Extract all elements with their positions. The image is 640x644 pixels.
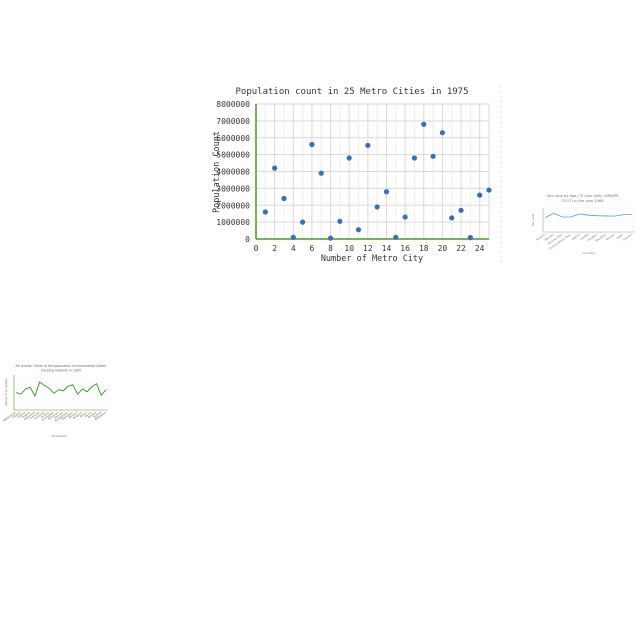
air-quality-thumbnail-chart: Air quality: Share of the population env… xyxy=(2,364,108,438)
x-tick-label: 12 xyxy=(363,244,373,253)
thumb2-title-line2: tracking network in 1995 xyxy=(41,369,81,373)
thumb2-x-tick-label: Armenia xyxy=(29,410,41,420)
thumb-x-tick-label: Hungary xyxy=(586,232,598,242)
y-tick-label: 4000000 xyxy=(216,168,250,177)
data-point xyxy=(486,187,492,193)
thumb-x-tick-label: Belarus xyxy=(535,232,546,241)
y-tick-label: 3000000 xyxy=(216,184,250,193)
thumb-series-line xyxy=(544,212,633,218)
x-tick-label: 8 xyxy=(328,244,333,253)
thumb-title-line2: 2017) in the year 1966 xyxy=(562,199,604,203)
data-point xyxy=(430,153,436,159)
y-tick-label: 8000000 xyxy=(216,100,250,109)
data-point xyxy=(337,218,343,224)
y-tick-label: 5000000 xyxy=(216,151,250,160)
data-point xyxy=(309,141,315,148)
thumb-x-tick-label: Mauritius xyxy=(594,232,607,243)
thumb-x-tick-label: Sweden xyxy=(622,232,633,241)
data-point xyxy=(402,214,408,220)
data-point xyxy=(374,204,380,210)
y-tick-label: 6000000 xyxy=(216,134,250,143)
thumb2-x-tick-label: Angola xyxy=(21,410,31,419)
thumb-x-axis-label: Country xyxy=(583,251,595,255)
x-tick-label: 14 xyxy=(382,244,392,253)
y-tick-label: 0 xyxy=(245,235,250,244)
thumb2-x-tick-label: Benin xyxy=(84,410,93,418)
data-point xyxy=(355,227,362,233)
data-point xyxy=(272,165,278,171)
x-axis-label: Number of Metro City xyxy=(321,254,423,264)
thumb-title-line1: Sex ratio by age (70 year olds) (UNWPP, xyxy=(547,194,619,198)
thumb2-title-line1: Air quality: Share of the population env… xyxy=(16,364,107,368)
thumb-x-tick-label: Qatar xyxy=(616,232,625,240)
thumb2-x-tick-label: Austria xyxy=(40,410,50,419)
data-point xyxy=(411,155,418,161)
thumb2-x-axis-label: Countries xyxy=(52,434,67,438)
sex-ratio-thumbnail-chart: Sex ratio by age (70 year olds) (UNWPP,2… xyxy=(531,194,635,255)
thumb2-x-tick-label: Albania xyxy=(11,410,22,419)
x-tick-label: 20 xyxy=(438,244,448,253)
thumb2-x-tick-label: Bahrain xyxy=(53,410,64,419)
thumb2-x-tick-label: Bhutan xyxy=(87,410,97,419)
data-point xyxy=(300,219,306,225)
data-point xyxy=(449,215,455,221)
y-tick-label: 1000000 xyxy=(216,218,250,227)
x-tick-label: 16 xyxy=(400,244,410,253)
x-tick-label: 10 xyxy=(344,244,354,253)
data-point xyxy=(365,142,371,148)
thumb2-x-tick-label: Bolivia xyxy=(92,410,102,418)
data-point xyxy=(383,189,390,195)
y-tick-label: 7000000 xyxy=(216,117,250,126)
data-point xyxy=(346,155,352,161)
data-point xyxy=(439,130,445,136)
thumb2-x-tick-label: Belize xyxy=(79,410,88,418)
thumb2-x-tick-label: Bahamas xyxy=(47,410,60,421)
y-axis-label: Population Count xyxy=(212,131,222,213)
x-tick-label: 4 xyxy=(291,244,296,253)
data-point xyxy=(477,192,483,198)
chart-title: Population count in 25 Metro Cities in 1… xyxy=(236,87,469,97)
x-tick-label: 6 xyxy=(310,244,315,253)
data-point xyxy=(467,235,473,241)
thumb2-x-tick-label: Botswana xyxy=(94,410,107,421)
thumb-x-tick-label: Croatia xyxy=(579,232,589,241)
thumb-y-axis-label: Sex ratio xyxy=(531,213,535,226)
x-tick-label: 24 xyxy=(475,244,485,253)
data-point xyxy=(393,234,399,240)
y-tick-label: 2000000 xyxy=(216,201,250,210)
thumb2-x-tick-label: Azerbaijan xyxy=(41,410,55,421)
data-point xyxy=(262,209,268,215)
thumb2-x-tick-label: Algeria xyxy=(16,410,26,419)
x-tick-label: 0 xyxy=(254,244,259,253)
thumb2-x-tick-label: Belarus xyxy=(68,410,79,419)
thumb2-x-tick-label: Argentina xyxy=(23,410,36,421)
thumb2-series-line xyxy=(15,381,107,398)
data-point xyxy=(281,195,287,202)
thumb-x-tick-label: Norway xyxy=(605,232,616,241)
thumb2-x-tick-label: Barbados xyxy=(61,410,74,421)
x-tick-label: 18 xyxy=(419,244,429,253)
thumb2-x-tick-label: Belgium xyxy=(72,410,83,420)
data-point xyxy=(458,207,464,213)
thumb2-x-tick-label: Australia xyxy=(33,410,45,420)
thumb-x-tick-label: Algeria xyxy=(571,232,581,241)
x-tick-label: 2 xyxy=(272,244,277,253)
scatter-chart: 0 1000000 2000000 3000000 4000000 5000000 6000… xyxy=(212,86,502,264)
data-point xyxy=(327,235,334,241)
x-tick-label: 22 xyxy=(456,244,466,253)
data-point xyxy=(421,121,427,127)
thumb-x-tick-label: Bahrain xyxy=(544,232,555,241)
data-point xyxy=(290,234,296,240)
data-point xyxy=(318,170,324,176)
thumb2-y-axis-label: Values of air quality xyxy=(4,378,8,406)
